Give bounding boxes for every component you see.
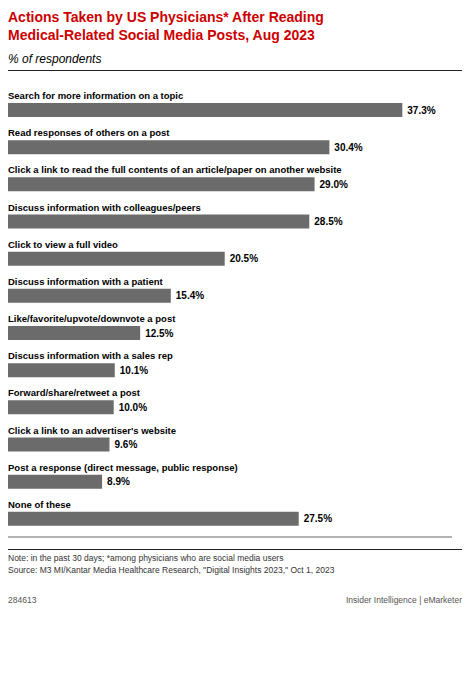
svg-text:27.5%: 27.5% [304,514,332,525]
html-text:284613: 284613 [8,595,37,606]
svg-text:Click to view a full video: Click to view a full video [8,239,118,250]
svg-text:10.0%: 10.0% [119,402,147,413]
svg-text:20.5%: 20.5% [230,254,258,265]
svg-text:29.0%: 29.0% [320,179,348,190]
svg-text:Search for more information on: Search for more information on a topic [8,90,183,101]
svg-text:9.6%: 9.6% [114,439,137,450]
html-text:Actions Taken by US Physicians: Actions Taken by US Physicians* After Re… [8,9,324,44]
svg-text:None of these: None of these [8,499,71,510]
svg-text:12.5%: 12.5% [145,328,173,339]
svg-text:28.5%: 28.5% [314,216,342,227]
svg-text:Click a link to read the full: Click a link to read the full contents o… [8,165,342,176]
svg-text:Discuss information with a pat: Discuss information with a patient [8,276,163,287]
svg-text:Discuss information with colle: Discuss information with colleagues/peer… [8,202,201,213]
svg-text:37.3%: 37.3% [407,105,435,116]
svg-text:Click a link to an advertiser': Click a link to an advertiser's website [8,425,176,436]
svg-text:30.4%: 30.4% [334,142,362,153]
svg-text:Like/favorite/upvote/downvote: Like/favorite/upvote/downvote a post [8,313,176,324]
svg-text:10.1%: 10.1% [120,365,148,376]
html-text:Note: in the past 30 days; *am: Note: in the past 30 days; *among physic… [8,553,284,564]
html-text:% of respondents: % of respondents [8,52,102,67]
svg-text:Forward/share/retweet a post: Forward/share/retweet a post [8,388,141,399]
svg-text:15.4%: 15.4% [176,291,204,302]
html-text:Insider Intelligence | eMarket: Insider Intelligence | eMarketer [345,595,462,606]
html-text:Source: M3 MI/Kantar Media Hea: Source: M3 MI/Kantar Media Healthcare Re… [8,565,335,576]
svg-text:8.9%: 8.9% [107,477,130,488]
svg-text:Post a response (direct messag: Post a response (direct message, public … [8,462,238,473]
svg-text:Read responses of others on a: Read responses of others on a post [8,128,170,139]
svg-text:Discuss information with a sal: Discuss information with a sales rep [8,351,173,362]
